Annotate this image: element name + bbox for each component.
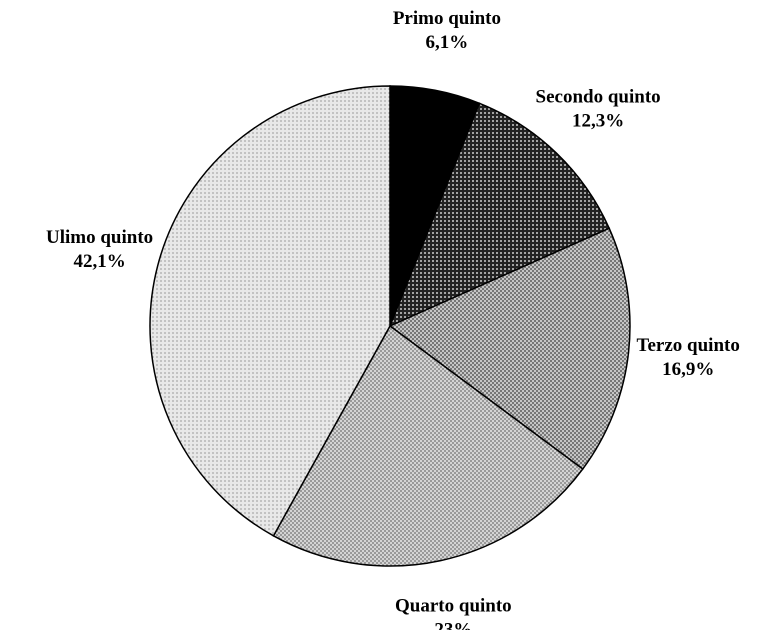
slice-label: Secondo quinto [536, 86, 661, 107]
slice-value-label: 16,9% [662, 359, 714, 380]
slice-label: Ulimo quinto [46, 227, 153, 248]
slice-value-label: 23% [434, 620, 472, 630]
pie-slice [149, 85, 391, 537]
slice-value-label: 6,1% [426, 32, 469, 53]
pie-slice [272, 324, 584, 567]
slice-value-label: 12,3% [572, 110, 624, 131]
slice-label: Terzo quinto [637, 335, 740, 356]
slice-label: Primo quinto [393, 8, 501, 29]
slice-value-label: 42,1% [73, 251, 125, 272]
slice-label: Quarto quinto [395, 596, 512, 617]
pie-slice [388, 227, 631, 471]
pie-slice [388, 102, 611, 328]
